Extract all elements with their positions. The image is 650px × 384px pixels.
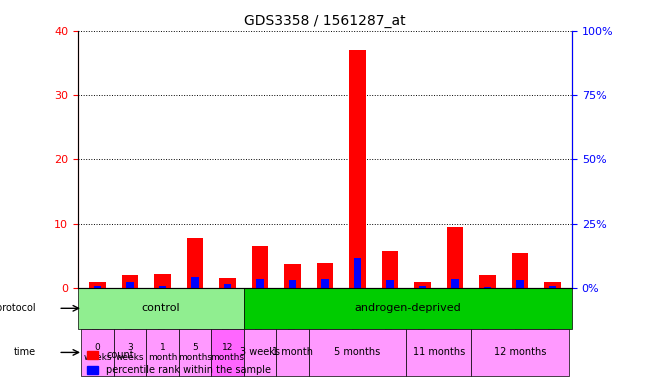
Bar bbox=[386, 280, 394, 288]
Bar bbox=[321, 279, 329, 288]
Bar bbox=[549, 286, 556, 288]
Bar bbox=[122, 275, 138, 288]
Bar bbox=[480, 275, 495, 288]
Bar bbox=[451, 279, 459, 288]
FancyBboxPatch shape bbox=[146, 329, 179, 376]
Bar bbox=[419, 286, 426, 288]
Bar bbox=[289, 280, 296, 288]
Text: 0
weeks: 0 weeks bbox=[83, 343, 112, 362]
Bar bbox=[354, 258, 361, 288]
FancyBboxPatch shape bbox=[309, 329, 406, 376]
Legend: count, percentile rank within the sample: count, percentile rank within the sample bbox=[83, 346, 275, 379]
FancyBboxPatch shape bbox=[78, 288, 244, 329]
Text: 3
weeks: 3 weeks bbox=[116, 343, 144, 362]
Bar bbox=[220, 278, 235, 288]
Bar bbox=[285, 264, 300, 288]
Bar bbox=[484, 287, 491, 288]
Text: 5
months: 5 months bbox=[178, 343, 212, 362]
Bar bbox=[317, 263, 333, 288]
Text: 5 months: 5 months bbox=[334, 348, 381, 358]
Text: control: control bbox=[142, 303, 180, 313]
Text: growth protocol: growth protocol bbox=[0, 303, 36, 313]
Text: 1 month: 1 month bbox=[272, 348, 313, 358]
Text: 11 months: 11 months bbox=[413, 348, 465, 358]
Bar bbox=[447, 227, 463, 288]
Bar bbox=[155, 274, 170, 288]
Bar bbox=[159, 286, 166, 288]
FancyBboxPatch shape bbox=[471, 329, 569, 376]
Bar bbox=[545, 282, 560, 288]
Title: GDS3358 / 1561287_at: GDS3358 / 1561287_at bbox=[244, 14, 406, 28]
FancyBboxPatch shape bbox=[244, 288, 572, 329]
Text: 12
months: 12 months bbox=[211, 343, 244, 362]
Bar bbox=[516, 280, 524, 288]
Bar bbox=[90, 281, 105, 288]
Bar bbox=[94, 286, 101, 288]
Text: time: time bbox=[14, 348, 36, 358]
Bar bbox=[126, 281, 134, 288]
FancyBboxPatch shape bbox=[276, 329, 309, 376]
Text: androgen-deprived: androgen-deprived bbox=[354, 303, 461, 313]
Bar bbox=[382, 251, 398, 288]
FancyBboxPatch shape bbox=[179, 329, 211, 376]
Text: 3 weeks: 3 weeks bbox=[240, 348, 280, 358]
FancyBboxPatch shape bbox=[211, 329, 244, 376]
FancyBboxPatch shape bbox=[81, 329, 114, 376]
Bar bbox=[512, 253, 528, 288]
FancyBboxPatch shape bbox=[114, 329, 146, 376]
Bar bbox=[191, 276, 199, 288]
Bar bbox=[256, 279, 264, 288]
FancyBboxPatch shape bbox=[406, 329, 471, 376]
Bar bbox=[415, 281, 430, 288]
Bar bbox=[187, 238, 203, 288]
Text: 1
month: 1 month bbox=[148, 343, 177, 362]
Bar bbox=[224, 284, 231, 288]
Bar bbox=[350, 50, 365, 288]
FancyBboxPatch shape bbox=[244, 329, 276, 376]
Text: 12 months: 12 months bbox=[494, 348, 546, 358]
Bar bbox=[252, 246, 268, 288]
